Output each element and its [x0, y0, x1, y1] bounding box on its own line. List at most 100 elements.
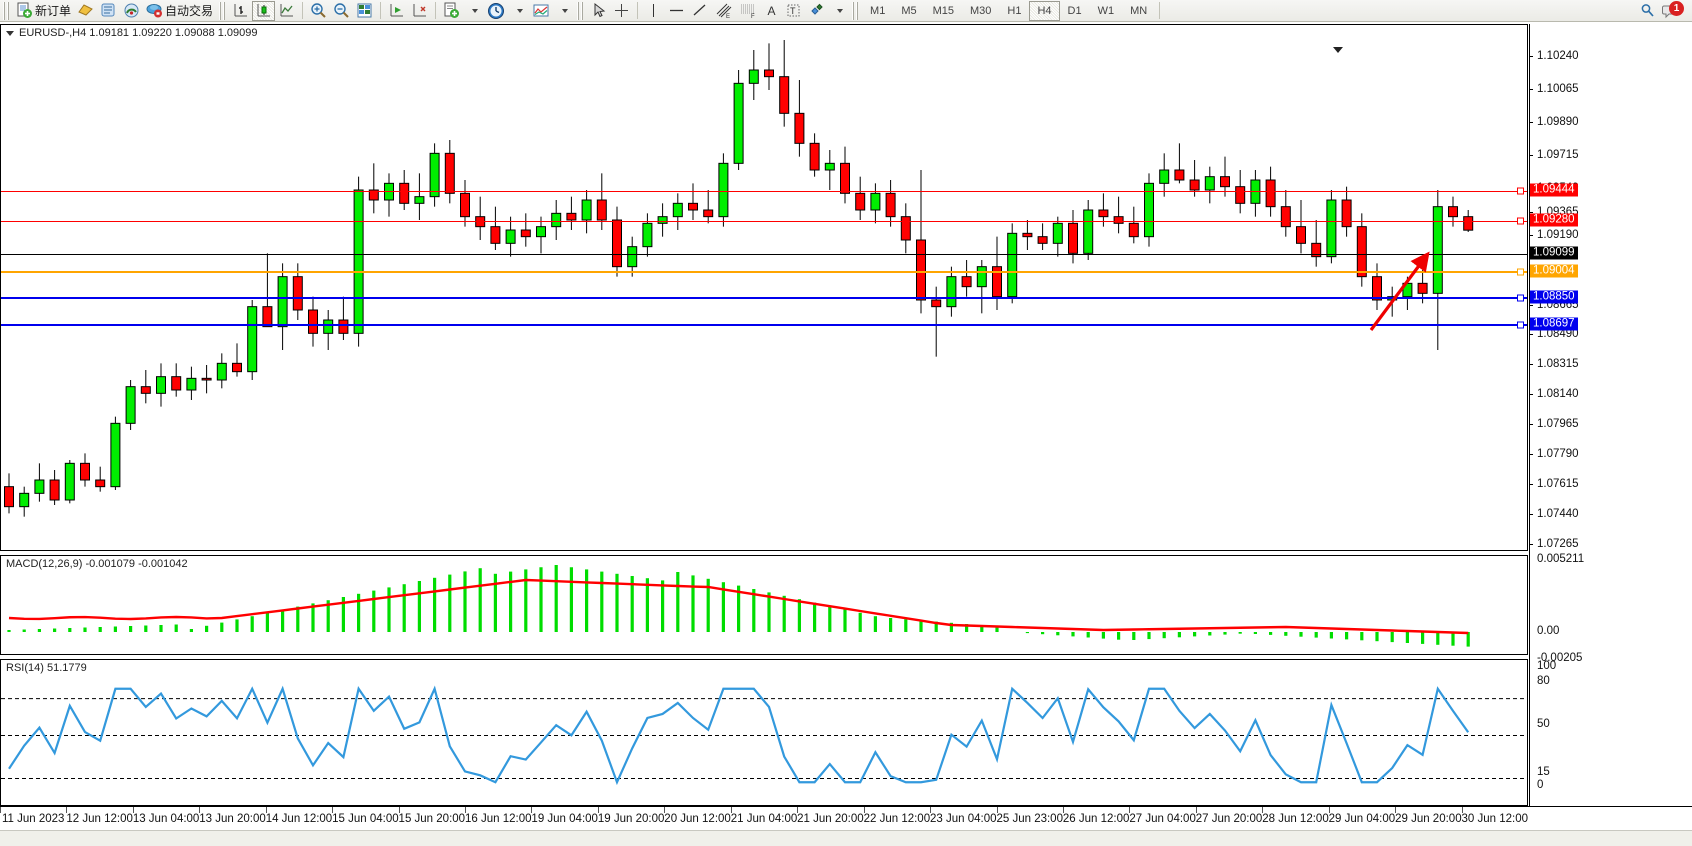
- support-line-2[interactable]: [1, 324, 1527, 326]
- crosshair-icon[interactable]: [610, 1, 633, 21]
- status-bar: [0, 830, 1692, 846]
- market-watch-icon[interactable]: [97, 1, 120, 21]
- time-tick: [1395, 807, 1397, 813]
- rsi-series: [1, 685, 1527, 786]
- notifications-icon[interactable]: 1: [1659, 0, 1684, 21]
- current-price-line: [1, 254, 1527, 255]
- axis-tick: [1529, 235, 1533, 236]
- time-tick-label: 26 Jun 12:00: [1062, 813, 1130, 825]
- tf-m15[interactable]: M15: [932, 4, 954, 17]
- new-order-button[interactable]: 新订单: [13, 1, 74, 21]
- time-tick: [199, 807, 201, 813]
- rsi-axis-label: 80: [1537, 675, 1550, 687]
- templates-dropdown-icon[interactable]: [463, 1, 484, 21]
- axis-tick: [1529, 454, 1533, 455]
- price-chart-pane[interactable]: EURUSD-,H4 1.09181 1.09220 1.09088 1.090…: [0, 24, 1528, 551]
- collapse-chart-icon[interactable]: [6, 31, 14, 36]
- zoom-out-icon[interactable]: [330, 1, 353, 21]
- tf-h1[interactable]: H1: [1007, 4, 1022, 17]
- period-dropdown-icon[interactable]: [508, 1, 529, 21]
- autotrading-label: 自动交易: [165, 4, 214, 18]
- time-tick: [730, 807, 732, 813]
- chart-shift-icon[interactable]: [408, 1, 431, 21]
- tf-d1[interactable]: D1: [1067, 4, 1082, 17]
- search-icon[interactable]: [1636, 1, 1659, 21]
- time-tick: [1195, 807, 1197, 813]
- pivot-level[interactable]: 1.09004: [1530, 264, 1578, 278]
- time-tick: [863, 807, 865, 813]
- resistance-level-2[interactable]: 1.09280: [1530, 213, 1578, 227]
- objects-icon[interactable]: [805, 1, 828, 21]
- time-tick-label: 13 Jun 20:00: [199, 813, 266, 825]
- macd-pane[interactable]: MACD(12,26,9) -0.001079 -0.001042: [0, 555, 1528, 655]
- svg-text:F: F: [751, 14, 755, 19]
- toolbar-separator-4: [637, 2, 639, 19]
- support-level-1[interactable]: 1.08850: [1530, 290, 1578, 304]
- tf-mn[interactable]: MN: [1130, 4, 1148, 17]
- level-drag-handle[interactable]: [1517, 187, 1524, 195]
- indicator-list-icon[interactable]: [529, 1, 553, 21]
- autotrading-button[interactable]: 自动交易: [143, 1, 216, 21]
- resistance-line-2[interactable]: [1, 221, 1527, 222]
- axis-tick-label: 1.07615: [1537, 478, 1579, 490]
- templates-icon[interactable]: [440, 1, 463, 21]
- time-tick-label: 25 Jun 23:00: [996, 813, 1063, 825]
- toolbar-grip-3[interactable]: [577, 1, 585, 20]
- axis-tick: [1529, 364, 1533, 365]
- level-drag-handle[interactable]: [1517, 268, 1524, 276]
- pivot-line[interactable]: [1, 271, 1527, 273]
- support-line-1[interactable]: [1, 297, 1527, 299]
- auto-scroll-icon[interactable]: [385, 1, 408, 21]
- tf-m30[interactable]: M30: [970, 4, 992, 17]
- time-tick-label: 19 Jun 04:00: [531, 813, 598, 825]
- cursor-icon[interactable]: [587, 1, 610, 21]
- chevron-down-icon: [471, 8, 478, 13]
- level-drag-handle[interactable]: [1517, 294, 1524, 302]
- tf-m5[interactable]: M5: [901, 4, 917, 17]
- objects-dropdown-icon[interactable]: [828, 1, 849, 21]
- time-tick: [1328, 807, 1330, 813]
- rsi-axis-label: 50: [1537, 718, 1550, 730]
- line-chart-icon[interactable]: [275, 1, 298, 21]
- period-icon[interactable]: [484, 1, 508, 21]
- equidistant-channel-icon[interactable]: E: [711, 1, 736, 21]
- support-level-2[interactable]: 1.08697: [1530, 317, 1578, 331]
- resistance-level-1[interactable]: 1.09444: [1530, 183, 1578, 197]
- data-window-icon[interactable]: [353, 1, 376, 21]
- toolbar-separator-3: [435, 2, 437, 19]
- horizontal-line-icon[interactable]: [665, 1, 688, 21]
- candlestick-icon[interactable]: [252, 0, 276, 21]
- time-tick: [332, 807, 334, 813]
- indicator-dropdown-icon[interactable]: [553, 1, 574, 21]
- tf-m1[interactable]: M1: [870, 4, 886, 17]
- vertical-line-icon[interactable]: [642, 1, 665, 21]
- trend-line-icon[interactable]: [688, 1, 711, 21]
- axis-tick-label: 1.09190: [1537, 229, 1579, 241]
- current-price-label[interactable]: 1.09099: [1530, 246, 1578, 260]
- axis-tick: [1529, 484, 1533, 485]
- text-label-icon[interactable]: T: [782, 1, 805, 21]
- fibonacci-icon[interactable]: F: [736, 1, 761, 21]
- toolbar-grip-4[interactable]: [852, 1, 860, 20]
- level-drag-handle[interactable]: [1517, 217, 1524, 225]
- indicators-icon[interactable]: [74, 1, 97, 21]
- bar-chart-icon[interactable]: [229, 1, 252, 21]
- time-tick-label: 15 Jun 20:00: [398, 813, 466, 825]
- macd-series: [7, 565, 1470, 647]
- zoom-in-icon[interactable]: [307, 1, 330, 21]
- chart-symbol-header: EURUSD-,H4 1.09181 1.09220 1.09088 1.090…: [19, 27, 258, 39]
- macd-axis-label: 0.005211: [1537, 553, 1585, 565]
- navigator-icon[interactable]: [120, 1, 143, 21]
- tf-h4[interactable]: H4: [1029, 0, 1060, 21]
- text-icon[interactable]: A: [767, 3, 776, 18]
- axis-tick-label: 1.08490: [1537, 328, 1579, 340]
- tf-w1[interactable]: W1: [1097, 4, 1115, 17]
- resistance-line-1[interactable]: [1, 191, 1527, 192]
- axis-tick: [1529, 155, 1533, 156]
- toolbar-grip-2[interactable]: [219, 1, 227, 20]
- rsi-pane[interactable]: RSI(14) 51.1779: [0, 659, 1528, 806]
- axis-tick-label: 1.07790: [1537, 448, 1579, 460]
- level-drag-handle[interactable]: [1517, 321, 1524, 329]
- toolbar-grip[interactable]: [3, 1, 10, 20]
- price-axis[interactable]: 1.102401.100651.098901.097151.095401.093…: [1529, 24, 1692, 806]
